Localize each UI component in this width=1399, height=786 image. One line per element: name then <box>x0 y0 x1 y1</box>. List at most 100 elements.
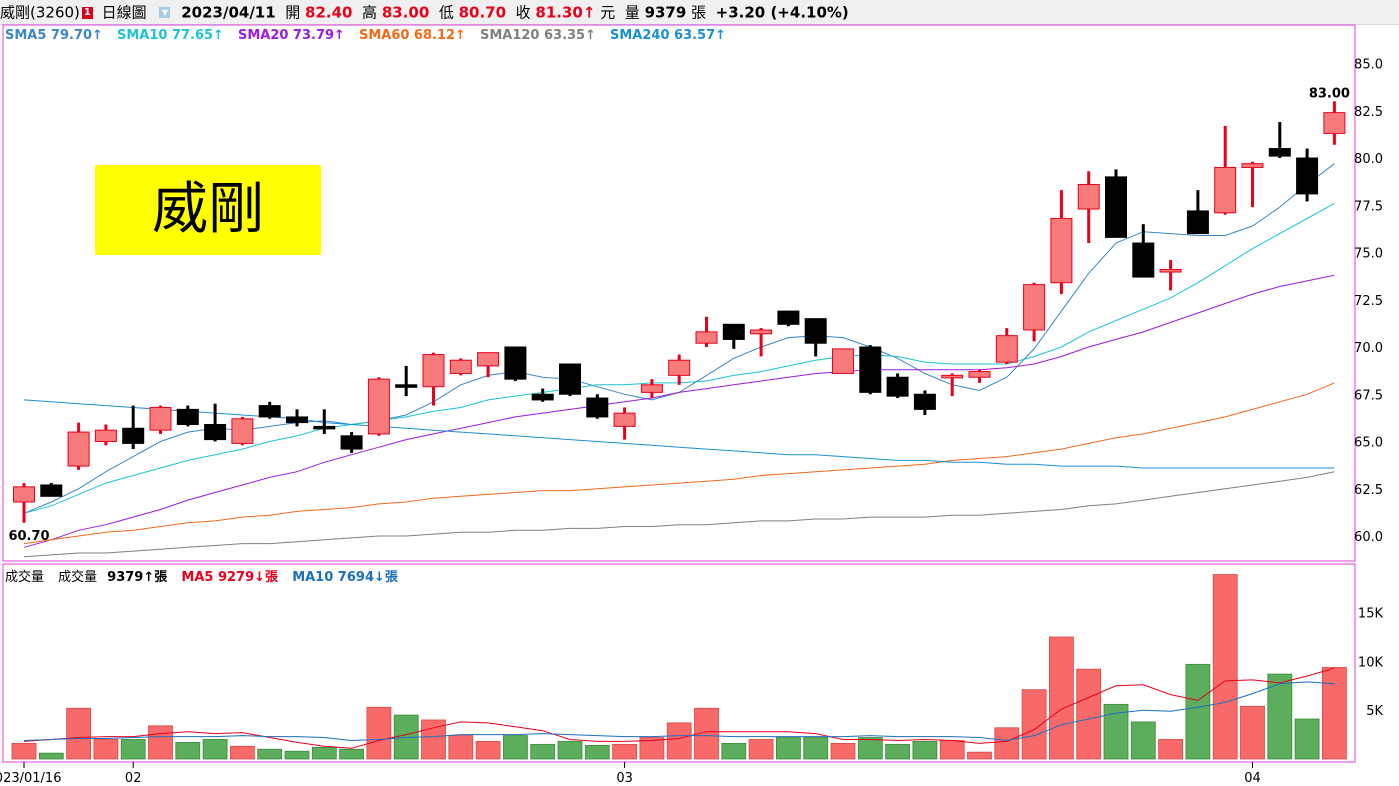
candle-down <box>859 346 882 393</box>
candle-up <box>968 371 991 378</box>
volume-bar <box>11 742 37 760</box>
high-value: 83.00 <box>381 3 430 22</box>
low-label: 低 <box>438 3 454 22</box>
legend-sma120: SMA120 63.35↑ <box>479 28 596 43</box>
price-tick-label: 72.5 <box>1354 294 1383 309</box>
legend-sma20: SMA20 73.79↑ <box>237 28 345 43</box>
volume-bar <box>339 748 365 760</box>
volume-bar <box>803 737 829 760</box>
candle-up <box>1023 284 1046 331</box>
candle-up <box>640 384 663 393</box>
volume-bar <box>148 725 173 760</box>
candle-up <box>695 331 718 344</box>
volume-bar <box>120 739 146 760</box>
volume-bar <box>967 751 992 760</box>
open-label: 開 <box>285 3 301 22</box>
candle-down <box>395 384 418 388</box>
high-annotation: 83.00 <box>1309 86 1350 101</box>
ma-line-sma240 <box>23 399 1335 469</box>
volume-current: 9379↑張 <box>107 570 168 585</box>
volume-bar <box>776 737 801 760</box>
volume-bar <box>1185 663 1211 760</box>
change-value: +3.20 (+4.10%) <box>715 3 849 22</box>
candle-up <box>149 406 172 431</box>
price-tick-label: 82.5 <box>1354 105 1383 120</box>
unit-label: 元 <box>600 3 616 22</box>
candle-up <box>449 359 472 374</box>
volume-legend: 成交量 成交量 9379↑張 MA5 9279↓張 MA10 7694↓張 <box>5 566 408 585</box>
volume-bar <box>666 722 692 760</box>
legend-sma240: SMA240 63.57↑ <box>610 28 727 43</box>
sma-legend: SMA5 79.70↑ SMA10 77.65↑ SMA20 73.79↑ SMA60… <box>5 28 740 43</box>
candle-up <box>1214 166 1237 214</box>
x-tick-label: 02 <box>125 771 142 786</box>
volume-label: 量 <box>624 3 640 22</box>
ma-line-sma60 <box>23 382 1335 545</box>
candle-down <box>913 393 936 410</box>
candle-up <box>1241 163 1264 168</box>
volume-bar <box>639 737 665 760</box>
badge: 1 <box>81 6 93 19</box>
open-value: 82.40 <box>305 3 353 22</box>
high-label: 高 <box>362 3 378 22</box>
candle-down <box>559 363 581 395</box>
candle-up <box>67 431 90 467</box>
x-tick-label: 04 <box>1244 771 1261 786</box>
volume-bar <box>994 727 1020 760</box>
candle-down <box>722 323 745 340</box>
volume-title: 成交量 <box>5 570 45 585</box>
candle-down <box>586 397 609 418</box>
volume-bar <box>93 739 119 760</box>
candle-up <box>367 378 390 435</box>
candle-down <box>804 318 827 344</box>
volume-bar <box>311 746 337 760</box>
x-tick-label: 2023/01/16 <box>0 771 61 786</box>
legend-sma60: SMA60 68.12↑ <box>358 28 466 43</box>
volume-bar <box>1049 636 1074 760</box>
candle-down <box>1186 210 1209 235</box>
stock-name-banner: 威剛 <box>95 165 321 255</box>
volume-bar <box>202 739 228 760</box>
candle-down <box>40 484 63 497</box>
price-tick-label: 62.5 <box>1354 483 1383 498</box>
candle-up <box>995 335 1018 363</box>
candle-up <box>231 418 254 444</box>
volume-bar <box>885 743 910 760</box>
volume-bar <box>175 742 201 760</box>
candle-up <box>477 352 500 367</box>
volume-bar <box>1240 705 1265 760</box>
x-tick-label: 03 <box>616 771 633 786</box>
candle-down <box>204 423 227 441</box>
candle-up <box>613 412 636 427</box>
price-tick-label: 70.0 <box>1354 341 1383 356</box>
candle-down <box>122 427 145 444</box>
candle-down <box>531 393 554 401</box>
price-tick-label: 67.5 <box>1354 388 1383 403</box>
volume-bar <box>530 743 556 760</box>
volume-tick-label: 5K <box>1366 704 1383 719</box>
volume-bar <box>748 739 774 760</box>
volume-bar <box>502 735 528 760</box>
volume-ma-ma10 <box>23 681 1335 742</box>
ma-line-sma120 <box>23 471 1335 558</box>
volume-name: 成交量 <box>58 570 98 585</box>
legend-sma10: SMA10 77.65↑ <box>116 28 224 43</box>
candle-up <box>13 486 35 503</box>
candle-up <box>941 374 964 379</box>
volume-ma5: MA5 9279↓張 <box>181 570 279 585</box>
volume-bar <box>857 737 883 760</box>
volume-bar <box>1021 689 1047 760</box>
candle-down <box>1296 157 1319 195</box>
volume-bar <box>257 748 283 760</box>
chevron-down-icon[interactable]: ▼ <box>159 7 171 18</box>
volume-bar <box>1267 673 1293 760</box>
price-tick-label: 85.0 <box>1354 58 1383 73</box>
volume-bar <box>557 741 583 760</box>
candle-up <box>832 348 854 374</box>
date-value: 2023/04/11 <box>181 3 276 22</box>
volume-bar <box>1212 574 1238 760</box>
candle-down <box>777 310 800 325</box>
candle-up <box>668 359 691 376</box>
volume-unit: 張 <box>691 3 707 22</box>
